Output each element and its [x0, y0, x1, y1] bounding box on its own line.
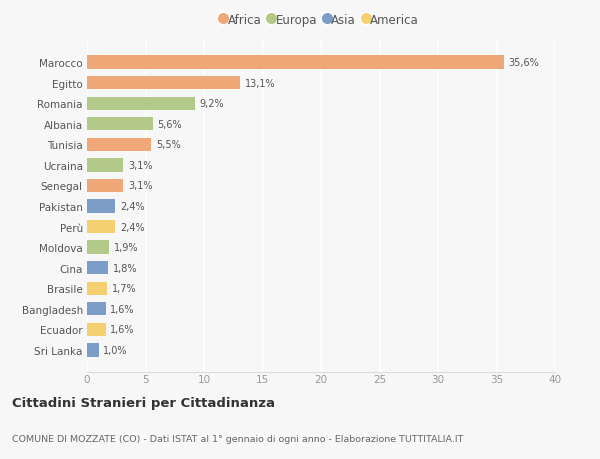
Bar [87, 138, 151, 151]
Text: 1,7%: 1,7% [112, 284, 136, 294]
Text: 1,8%: 1,8% [113, 263, 137, 273]
Bar [87, 200, 115, 213]
Bar [87, 302, 106, 316]
Text: 13,1%: 13,1% [245, 78, 275, 89]
Text: 1,9%: 1,9% [114, 242, 139, 252]
Text: 2,4%: 2,4% [120, 202, 145, 212]
Bar [87, 118, 152, 131]
Text: 35,6%: 35,6% [508, 58, 539, 68]
Text: 1,6%: 1,6% [110, 304, 135, 314]
Legend: Africa, Europa, Asia, America: Africa, Europa, Asia, America [221, 11, 421, 29]
Bar [87, 241, 109, 254]
Text: 1,6%: 1,6% [110, 325, 135, 335]
Text: 3,1%: 3,1% [128, 161, 152, 171]
Text: 1,0%: 1,0% [103, 345, 128, 355]
Text: COMUNE DI MOZZATE (CO) - Dati ISTAT al 1° gennaio di ogni anno - Elaborazione TU: COMUNE DI MOZZATE (CO) - Dati ISTAT al 1… [12, 434, 463, 442]
Bar [87, 262, 108, 275]
Bar [87, 56, 503, 70]
Text: Cittadini Stranieri per Cittadinanza: Cittadini Stranieri per Cittadinanza [12, 396, 275, 409]
Bar [87, 179, 123, 193]
Text: 3,1%: 3,1% [128, 181, 152, 191]
Text: 5,5%: 5,5% [156, 140, 181, 150]
Text: 5,6%: 5,6% [157, 119, 182, 129]
Bar [87, 159, 123, 172]
Bar [87, 343, 98, 357]
Bar [87, 97, 194, 111]
Text: 2,4%: 2,4% [120, 222, 145, 232]
Bar [87, 77, 240, 90]
Text: 9,2%: 9,2% [199, 99, 224, 109]
Bar [87, 220, 115, 234]
Bar [87, 282, 107, 295]
Bar [87, 323, 106, 336]
